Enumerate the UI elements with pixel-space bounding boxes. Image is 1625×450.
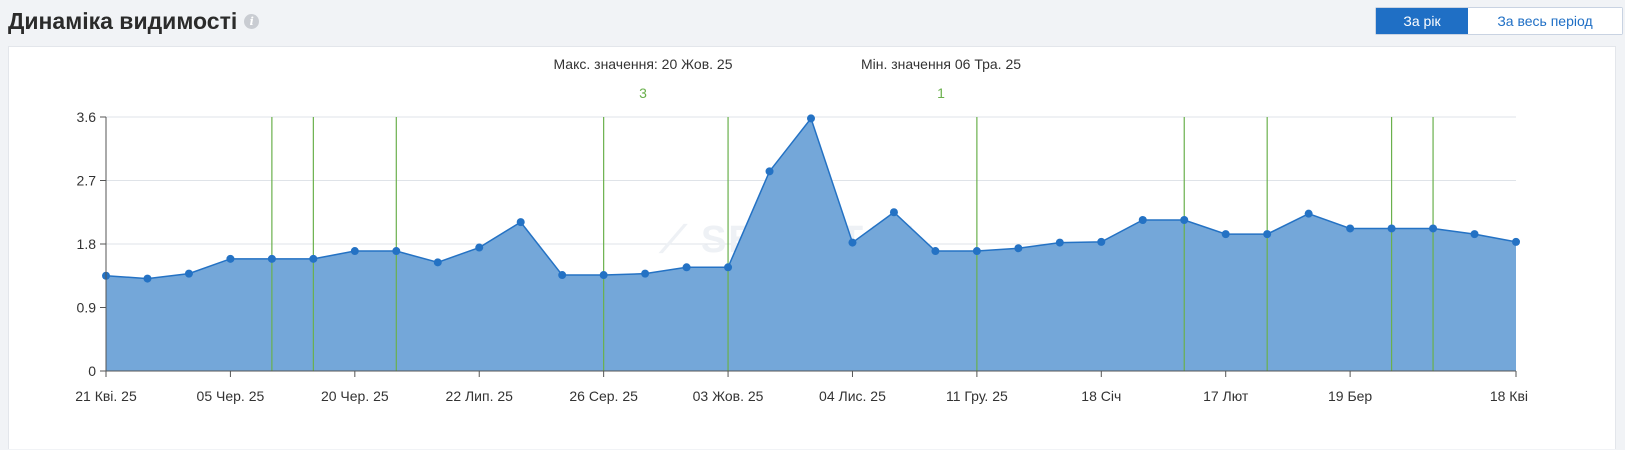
- page-title: Динаміка видимості i: [8, 8, 260, 35]
- data-point: [143, 274, 152, 283]
- data-point: [931, 247, 940, 256]
- data-point: [848, 238, 857, 247]
- data-point: [724, 263, 733, 272]
- y-tick-label: 2.7: [77, 173, 97, 189]
- tab-all-period[interactable]: За весь період: [1468, 8, 1622, 34]
- data-point: [1512, 237, 1520, 246]
- x-tick-label: 18 Січ: [1081, 388, 1121, 404]
- data-point: [1014, 244, 1023, 253]
- y-tick-label: 3.6: [77, 109, 97, 125]
- x-tick-label: 04 Лис. 25: [819, 388, 886, 404]
- data-point: [558, 271, 567, 280]
- data-point: [516, 218, 525, 227]
- tab-year[interactable]: За рік: [1376, 8, 1468, 34]
- data-point: [309, 254, 318, 263]
- y-tick-label: 0.9: [77, 300, 97, 316]
- x-tick-label: 05 Чер. 25: [197, 388, 265, 404]
- data-point: [1055, 238, 1064, 247]
- data-point: [1470, 230, 1479, 239]
- data-point: [1263, 230, 1272, 239]
- data-point: [972, 247, 981, 256]
- x-tick-label: 21 Кві. 25: [75, 388, 137, 404]
- data-point: [641, 269, 650, 278]
- annotation-value: 1: [937, 85, 945, 101]
- x-tick-label: 26 Сер. 25: [569, 388, 638, 404]
- data-point: [1097, 237, 1106, 246]
- data-point: [1304, 209, 1313, 218]
- data-point: [682, 263, 691, 272]
- x-tick-label: 19 Бер: [1328, 388, 1372, 404]
- data-point: [350, 247, 359, 256]
- x-tick-label: 03 Жов. 25: [693, 388, 764, 404]
- data-point: [226, 254, 235, 263]
- series-area: [106, 118, 1516, 372]
- data-point: [599, 271, 608, 280]
- x-tick-label: 22 Лип. 25: [446, 388, 514, 404]
- y-tick-label: 1.8: [77, 236, 97, 252]
- x-tick-label: 20 Чер. 25: [321, 388, 389, 404]
- data-point: [1429, 224, 1438, 233]
- data-point: [433, 258, 442, 267]
- annotation-value: 3: [639, 85, 647, 101]
- x-tick-label: 18 Кві: [1490, 388, 1528, 404]
- data-point: [1387, 224, 1396, 233]
- header: Динаміка видимості i За рік За весь пері…: [0, 0, 1625, 46]
- data-point: [184, 269, 193, 278]
- data-point: [807, 114, 815, 123]
- data-point: [1138, 216, 1147, 225]
- data-point: [392, 247, 401, 256]
- data-point: [1346, 224, 1355, 233]
- data-point: [765, 167, 774, 176]
- data-point: [889, 208, 898, 217]
- x-tick-label: 11 Гру. 25: [946, 388, 1008, 404]
- info-icon[interactable]: i: [244, 14, 260, 29]
- annotation-label: Мін. значення 06 Тра. 25: [861, 56, 1021, 72]
- page-title-text: Динаміка видимості: [8, 8, 238, 34]
- data-point: [1221, 230, 1230, 239]
- data-point: [267, 254, 276, 263]
- data-point: [475, 243, 484, 252]
- data-point: [1180, 216, 1189, 225]
- period-tabs: За рік За весь період: [1375, 7, 1623, 35]
- x-tick-label: 17 Лют: [1203, 388, 1249, 404]
- annotation-label: Макс. значення: 20 Жов. 25: [553, 56, 732, 72]
- y-tick-label: 0: [88, 363, 96, 379]
